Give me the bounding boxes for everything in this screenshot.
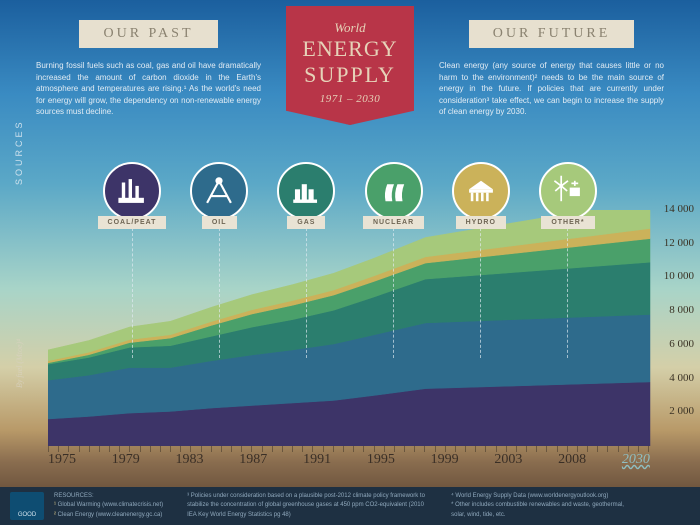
source-label: HYDRO: [456, 216, 506, 229]
title-banner: World ENERGY SUPPLY 1971 – 2030: [271, 6, 429, 136]
footer-mid: ³ Policies under consideration based on …: [187, 492, 427, 521]
right-body: Clean energy (any source of energy that …: [439, 60, 664, 118]
x-label: 1979: [112, 452, 140, 468]
footer-resources: RESOURCES: ¹ Global Warming (www.climate…: [54, 492, 163, 521]
source-label: OTHER*: [541, 216, 594, 229]
source-other: OTHER*: [531, 162, 605, 229]
source-gas: GAS: [269, 162, 343, 229]
left-heading: OUR PAST: [79, 20, 217, 48]
left-column: OUR PAST Burning fossil fuels such as co…: [36, 18, 261, 118]
x-label: 2030: [622, 452, 650, 468]
source-nuclear: NUCLEAR: [357, 162, 431, 229]
page-root: World ENERGY SUPPLY 1971 – 2030 OUR PAST…: [0, 0, 700, 525]
footer-res-2: Clean Energy (www.cleanenergy.gc.ca): [58, 512, 163, 518]
banner-line-3: SUPPLY: [290, 62, 410, 88]
title-banner-body: World ENERGY SUPPLY 1971 – 2030: [286, 6, 414, 125]
y-tick: 4 000: [669, 372, 694, 384]
source-icon: [365, 162, 423, 220]
right-heading-ribbon: OUR FUTURE: [439, 18, 664, 50]
y-tick: 6 000: [669, 338, 694, 350]
footer-logo: GOOD: [10, 492, 44, 520]
by-fuel-label: By fuel (Mtoe)⁴: [15, 339, 24, 388]
y-tick: 12 000: [664, 237, 694, 249]
footer-right: ⁴ World Energy Supply Data (www.worldene…: [451, 492, 631, 521]
right-heading: OUR FUTURE: [469, 20, 635, 48]
left-heading-ribbon: OUR PAST: [36, 18, 261, 50]
area-chart: [48, 210, 700, 446]
source-icon: [452, 162, 510, 220]
x-label: 1995: [367, 452, 395, 468]
source-oil: OIL: [182, 162, 256, 229]
footer-res-title: RESOURCES:: [54, 492, 163, 502]
y-tick: 8 000: [669, 304, 694, 316]
banner-line-1: World: [290, 20, 410, 36]
source-icon: [190, 162, 248, 220]
footer-res-1: Global Warming (www.climatecrisis.net): [58, 502, 163, 508]
source-coalpeat: COAL/PEAT: [95, 162, 169, 229]
footer-r2: * Other includes combustible renewables …: [451, 501, 631, 520]
x-label: 1983: [176, 452, 204, 468]
y-tick: 14 000: [664, 203, 694, 215]
x-label: 1991: [303, 452, 331, 468]
x-axis: 1975 1979 1983 1987 1991 1995 1999 2003 2008 2030: [48, 452, 650, 468]
banner-line-4: 1971 – 2030: [290, 93, 410, 105]
right-column: OUR FUTURE Clean energy (any source of e…: [439, 18, 664, 118]
source-icon: [277, 162, 335, 220]
left-body: Burning fossil fuels such as coal, gas a…: [36, 60, 261, 118]
footer: GOOD RESOURCES: ¹ Global Warming (www.cl…: [0, 487, 700, 525]
source-label: GAS: [287, 216, 325, 229]
x-label: 1999: [431, 452, 459, 468]
sources-axis-label: SOURCES: [14, 119, 24, 185]
sources-row: COAL/PEAT OIL GAS NUCLEAR HYDRO OTHER*: [95, 162, 605, 229]
source-label: OIL: [202, 216, 237, 229]
y-tick: 2 000: [669, 405, 694, 417]
x-label: 1975: [48, 452, 76, 468]
x-label: 2003: [494, 452, 522, 468]
source-icon: [103, 162, 161, 220]
source-label: COAL/PEAT: [98, 216, 167, 229]
x-label: 1987: [239, 452, 267, 468]
y-tick: 10 000: [664, 270, 694, 282]
source-label: NUCLEAR: [363, 216, 424, 229]
source-icon: [539, 162, 597, 220]
banner-line-2: ENERGY: [290, 36, 410, 62]
x-label: 2008: [558, 452, 586, 468]
source-hydro: HYDRO: [444, 162, 518, 229]
footer-r1: ⁴ World Energy Supply Data (www.worldene…: [451, 492, 631, 502]
